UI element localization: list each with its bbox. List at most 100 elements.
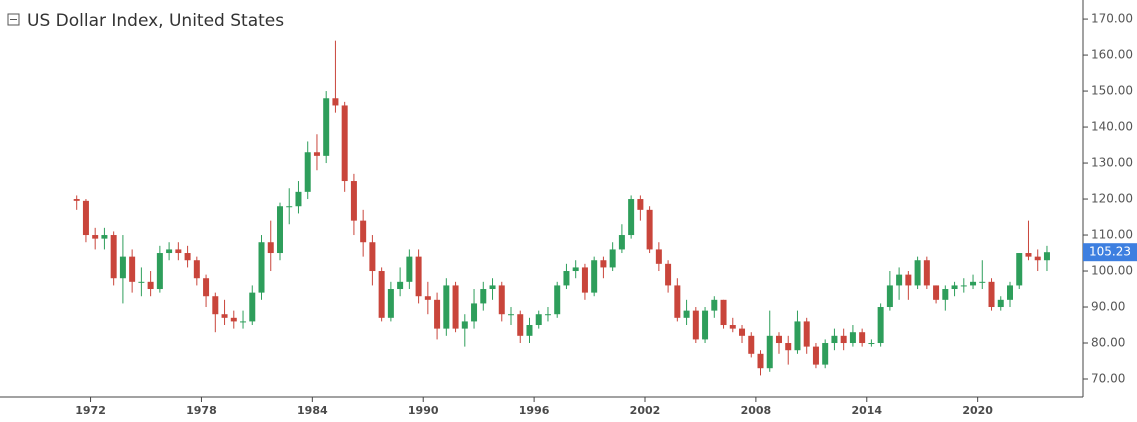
x-tick-label: 1978 bbox=[186, 404, 217, 417]
candle-body bbox=[156, 253, 163, 290]
candle-body bbox=[997, 299, 1004, 308]
candle-body bbox=[942, 289, 949, 300]
candle-body bbox=[350, 181, 357, 221]
candle-body bbox=[212, 296, 219, 315]
candle-body bbox=[544, 314, 551, 316]
candle-body bbox=[276, 206, 283, 254]
candle-body bbox=[101, 235, 108, 239]
candle-body bbox=[849, 332, 856, 344]
candle-body bbox=[434, 299, 441, 329]
candle-body bbox=[803, 321, 810, 347]
candle-body bbox=[221, 314, 228, 318]
candle-body bbox=[461, 321, 468, 329]
candle-body bbox=[341, 105, 348, 182]
candle-body bbox=[73, 199, 80, 201]
candle-body bbox=[729, 325, 736, 329]
y-tick-label: 140.00 bbox=[1091, 120, 1133, 134]
candle-body bbox=[739, 328, 746, 336]
candle-body bbox=[766, 335, 773, 369]
candle-body bbox=[313, 152, 320, 156]
x-tick-label: 1990 bbox=[408, 404, 439, 417]
candle-body bbox=[378, 271, 385, 318]
candle-body bbox=[415, 256, 422, 297]
candle-body bbox=[637, 199, 644, 210]
candle-body bbox=[443, 285, 450, 329]
candle-body bbox=[877, 307, 884, 344]
candle-body bbox=[258, 242, 265, 293]
candle-body bbox=[193, 260, 200, 279]
candle-body bbox=[840, 335, 847, 344]
candle-body bbox=[886, 285, 893, 308]
candle-body bbox=[203, 278, 210, 297]
candle-body bbox=[517, 314, 524, 336]
candle-body bbox=[572, 267, 579, 272]
candle-body bbox=[424, 296, 431, 300]
candle-body bbox=[859, 332, 866, 344]
candle-body bbox=[406, 256, 413, 282]
y-tick-label: 150.00 bbox=[1091, 84, 1133, 98]
candle-body bbox=[683, 310, 690, 318]
candle-body bbox=[166, 249, 173, 254]
candle-body bbox=[905, 274, 912, 286]
x-tick-label: 2002 bbox=[630, 404, 661, 417]
candle-body bbox=[110, 235, 117, 279]
candle-body bbox=[979, 281, 986, 283]
candle-body bbox=[129, 256, 136, 282]
candle-body bbox=[822, 343, 829, 365]
candle-body bbox=[82, 200, 89, 236]
last-value-label: 105.23 bbox=[1089, 245, 1131, 259]
y-tick-label: 80.00 bbox=[1091, 336, 1125, 350]
y-tick-label: 110.00 bbox=[1091, 228, 1133, 242]
candle-body bbox=[360, 220, 367, 243]
candle-body bbox=[988, 281, 995, 308]
y-tick-label: 160.00 bbox=[1091, 48, 1133, 62]
y-tick-label: 70.00 bbox=[1091, 372, 1125, 386]
candle-body bbox=[119, 256, 126, 279]
candle-body bbox=[138, 281, 145, 283]
collapse-icon[interactable] bbox=[7, 13, 20, 26]
candle-body bbox=[812, 346, 819, 365]
y-tick-label: 120.00 bbox=[1091, 192, 1133, 206]
candle-body bbox=[581, 267, 588, 293]
candle-body bbox=[775, 335, 782, 344]
candle-body bbox=[655, 249, 662, 264]
candle-body bbox=[951, 285, 958, 290]
candle-body bbox=[896, 274, 903, 286]
candle-body bbox=[369, 242, 376, 272]
candle-body bbox=[757, 353, 764, 369]
candle-body bbox=[628, 199, 635, 236]
candle-body bbox=[332, 98, 339, 106]
candle-body bbox=[1025, 253, 1032, 257]
candle-body bbox=[702, 310, 709, 340]
candle-body bbox=[184, 253, 191, 261]
candle-body bbox=[914, 260, 921, 286]
candle-body bbox=[933, 285, 940, 300]
candle-body bbox=[471, 303, 478, 322]
candle-body bbox=[240, 321, 247, 323]
candle-body bbox=[397, 281, 404, 290]
last-value-box bbox=[1083, 243, 1137, 262]
candle-body bbox=[535, 314, 542, 326]
candle-body bbox=[489, 285, 496, 290]
candle-body bbox=[304, 152, 311, 192]
y-tick-label: 100.00 bbox=[1091, 264, 1133, 278]
x-tick-label: 2020 bbox=[962, 404, 993, 417]
candle-body bbox=[748, 335, 755, 354]
candle-body bbox=[554, 285, 561, 315]
candle-body bbox=[923, 260, 930, 286]
candle-body bbox=[674, 285, 681, 318]
chart-title: US Dollar Index, United States bbox=[27, 11, 284, 31]
candle-body bbox=[508, 314, 515, 316]
candle-body bbox=[249, 292, 256, 322]
candle-body bbox=[92, 235, 99, 239]
y-tick-label: 170.00 bbox=[1091, 12, 1133, 26]
y-tick-label: 130.00 bbox=[1091, 156, 1133, 170]
candle-body bbox=[526, 325, 533, 336]
candle-body bbox=[970, 281, 977, 286]
candle-body bbox=[868, 343, 875, 345]
candle-body bbox=[720, 299, 727, 326]
candle-body bbox=[175, 249, 182, 254]
candle-body bbox=[1043, 252, 1050, 261]
candle-body bbox=[286, 206, 293, 208]
